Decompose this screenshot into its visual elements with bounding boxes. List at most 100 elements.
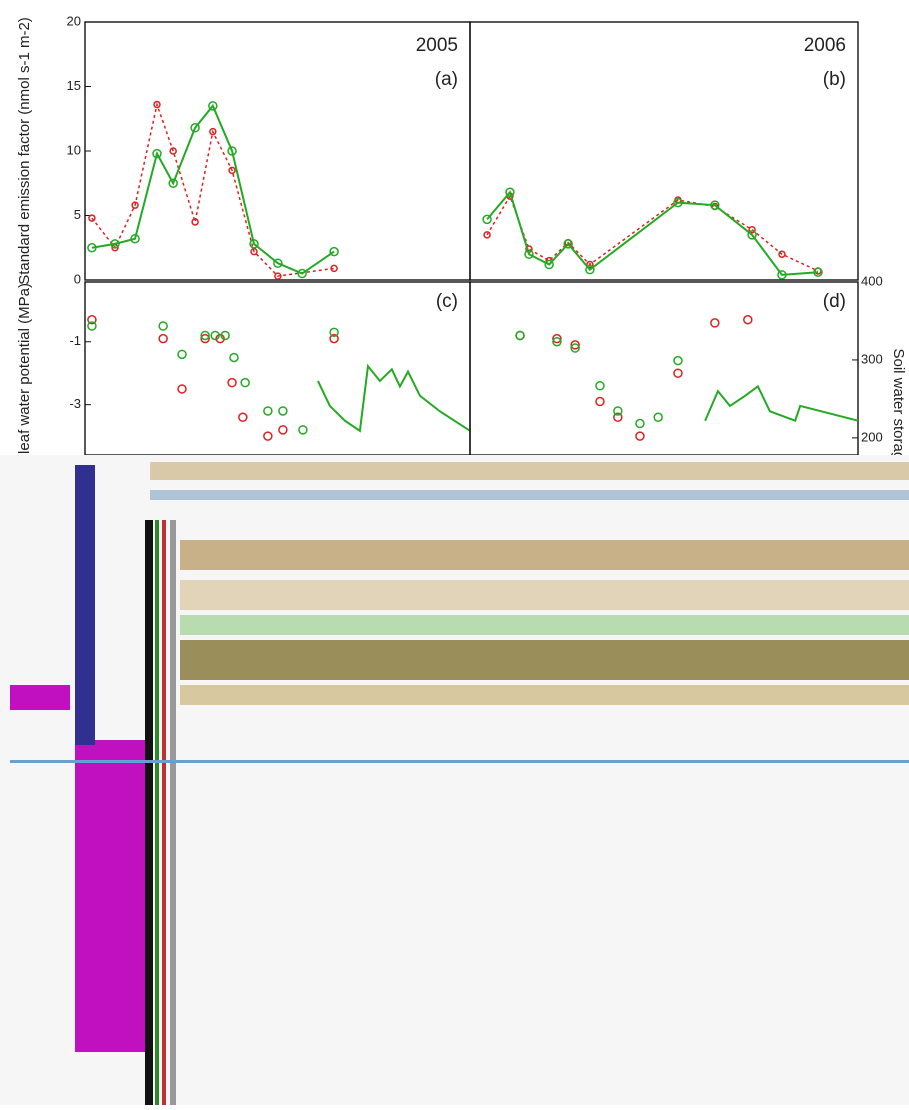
data-point	[524, 249, 534, 259]
data-point	[673, 197, 683, 208]
data-point	[330, 264, 338, 273]
data-point	[329, 327, 339, 338]
data-point	[613, 406, 623, 416]
stripe	[155, 520, 159, 1105]
data-point	[563, 239, 573, 249]
data-point	[505, 187, 515, 198]
series-line	[91, 101, 335, 277]
data-point	[552, 333, 562, 344]
data-point	[153, 100, 161, 109]
data-point	[200, 333, 210, 344]
data-point	[570, 340, 580, 350]
data-point	[748, 225, 756, 234]
y-tick-label: -1	[69, 333, 81, 348]
data-point	[544, 259, 554, 270]
data-point	[278, 406, 288, 416]
panel-label: (c)	[436, 291, 458, 312]
data-point	[215, 333, 225, 344]
y2-axis-label: Soil water storage	[890, 348, 907, 468]
data-point	[747, 230, 757, 240]
stripe	[10, 760, 909, 763]
data-point	[88, 214, 96, 222]
data-point	[613, 412, 623, 423]
data-point	[482, 214, 492, 225]
block	[75, 740, 147, 1052]
y-tick-label: 0	[74, 271, 81, 286]
data-point	[274, 272, 282, 280]
panel-year: 2005	[416, 35, 458, 56]
data-point	[130, 233, 140, 244]
data-point	[158, 333, 168, 344]
data-point	[169, 147, 177, 155]
data-point	[570, 343, 580, 353]
stripe	[180, 615, 909, 635]
data-point	[585, 264, 595, 275]
y-tick-label: 10	[67, 142, 81, 157]
y2-tick-label: 400	[861, 273, 883, 288]
data-point	[329, 333, 339, 344]
data-point	[552, 337, 562, 347]
data-point	[209, 127, 217, 136]
stripe	[170, 520, 176, 1105]
stripe	[180, 540, 909, 570]
y-tick-label: 20	[67, 13, 81, 28]
data-point	[595, 381, 605, 391]
data-point	[635, 431, 645, 441]
data-point	[158, 321, 168, 331]
data-point	[673, 368, 683, 378]
data-point	[263, 431, 273, 441]
y-tick-label: 15	[67, 78, 81, 93]
data-point	[297, 268, 307, 279]
stripe	[162, 520, 166, 1105]
panel-label: (b)	[823, 69, 846, 90]
series-line	[486, 190, 819, 276]
data-point	[87, 243, 97, 253]
data-point	[152, 148, 162, 159]
data-point	[210, 330, 220, 341]
y2-tick-label: 200	[861, 429, 883, 444]
stripe	[180, 640, 909, 680]
data-point	[177, 384, 187, 394]
block	[10, 685, 70, 710]
data-point	[483, 231, 491, 239]
series-line	[704, 384, 859, 423]
data-point	[177, 349, 187, 360]
data-point	[87, 314, 97, 325]
data-point	[278, 425, 288, 435]
data-point	[329, 246, 339, 257]
plot-frame	[469, 21, 859, 281]
data-point	[238, 412, 248, 423]
series-line	[317, 363, 471, 433]
panel-year: 2006	[804, 35, 846, 56]
data-point	[208, 101, 218, 111]
panel-label: (a)	[435, 69, 458, 90]
data-point	[263, 406, 273, 416]
data-point	[228, 166, 236, 175]
data-point	[273, 258, 283, 268]
stripe	[150, 462, 909, 480]
data-point	[813, 267, 823, 278]
data-point	[200, 330, 210, 341]
data-point	[110, 239, 120, 249]
data-point	[190, 123, 200, 133]
data-point	[87, 321, 97, 331]
y-tick-label: 5	[74, 207, 81, 222]
data-point	[635, 418, 645, 429]
data-point	[131, 201, 139, 209]
panel-label: (d)	[823, 291, 846, 312]
data-point	[673, 355, 683, 366]
data-point	[229, 352, 239, 363]
data-point	[298, 425, 308, 435]
block	[75, 465, 95, 745]
stripe	[180, 580, 909, 610]
stripe	[145, 520, 153, 1105]
data-point	[220, 330, 230, 341]
y-tick-label: -3	[69, 396, 81, 411]
corrupted-region	[0, 455, 909, 1105]
data-point	[710, 200, 720, 210]
y2-tick-label: 300	[861, 351, 883, 366]
data-point	[595, 396, 605, 407]
data-point	[710, 318, 720, 328]
